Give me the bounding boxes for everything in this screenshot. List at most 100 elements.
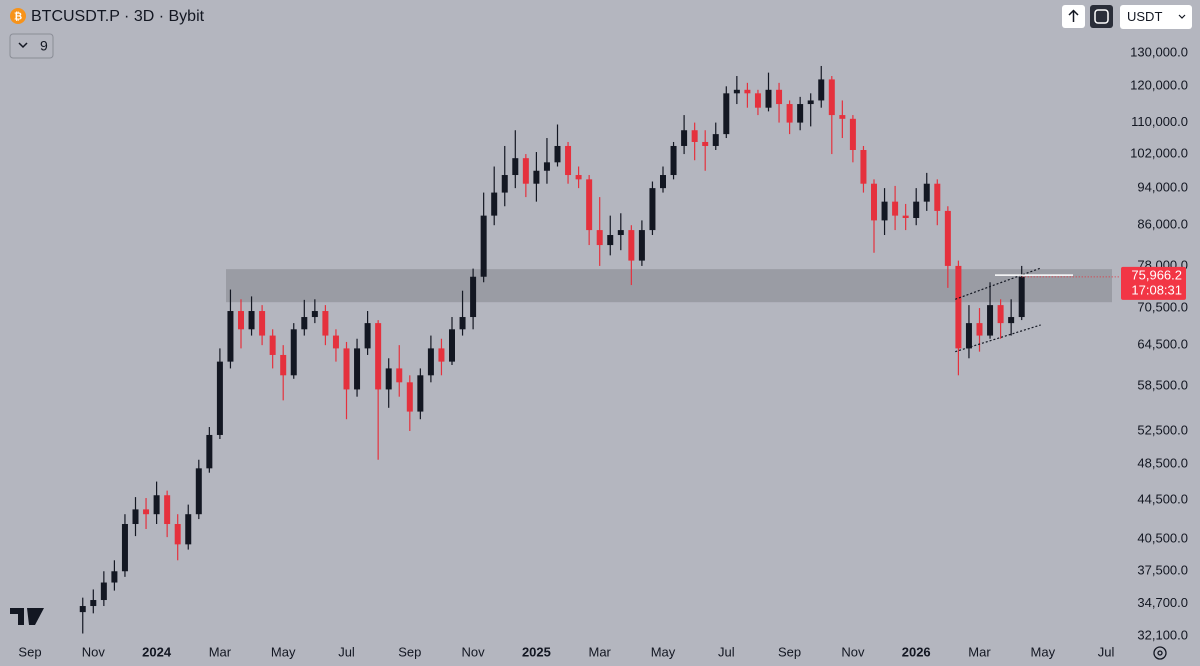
candle-body (132, 509, 139, 525)
candle-body (206, 434, 213, 469)
candle-body (111, 571, 118, 583)
last-price-tag (1121, 266, 1186, 300)
candle-body (997, 305, 1004, 324)
candle-body (301, 317, 308, 330)
settings-icon[interactable] (1153, 646, 1167, 660)
candle-body (322, 311, 329, 336)
y-tick-label: 44,500.0 (1137, 491, 1188, 506)
candle-body (575, 175, 582, 180)
candle-body (543, 162, 550, 171)
candle-body (744, 89, 751, 94)
y-tick-label: 58,500.0 (1137, 377, 1188, 392)
x-tick-label: Nov (462, 644, 486, 659)
x-tick-label: Sep (778, 644, 801, 659)
candle-body (385, 368, 392, 390)
x-tick-label: 2024 (142, 644, 172, 659)
candle-body (354, 348, 361, 390)
candle-body (786, 104, 793, 123)
scale-icon (1094, 9, 1109, 24)
candle-body (565, 145, 572, 176)
candle-body (343, 348, 350, 390)
candle-body (259, 311, 266, 336)
y-tick-label: 102,000.0 (1130, 146, 1188, 161)
y-tick-label: 64,500.0 (1137, 337, 1188, 352)
y-tick-label: 120,000.0 (1130, 78, 1188, 93)
candle-body (216, 361, 223, 435)
candle-body (944, 210, 951, 266)
candle-body (702, 141, 709, 146)
candle-body (90, 600, 97, 607)
candle-body (501, 175, 508, 193)
candle-body (776, 89, 783, 105)
y-tick-label: 130,000.0 (1130, 44, 1188, 59)
x-tick-label: Sep (398, 644, 421, 659)
candle-body (934, 183, 941, 211)
candle-body (849, 118, 856, 151)
candle-body (406, 382, 413, 412)
candle-body (881, 201, 888, 221)
candle-body (902, 215, 909, 218)
candle-body (712, 134, 719, 146)
candle-body (121, 524, 128, 572)
candle-body (965, 323, 972, 349)
channel-line (955, 324, 1041, 353)
currency-select[interactable] (1120, 5, 1192, 29)
candle-body (628, 230, 635, 261)
candle-body (491, 192, 498, 216)
candle-body (670, 145, 677, 176)
candle-body (818, 79, 825, 101)
candle-body (892, 201, 899, 216)
candle-body (765, 89, 772, 108)
zone (226, 269, 1112, 303)
channel-line (955, 267, 1041, 300)
candle-body (238, 311, 244, 330)
candle-body (976, 323, 983, 336)
candle-body (691, 130, 698, 142)
candle-body (269, 335, 276, 355)
candle-body (955, 265, 962, 349)
candle-body (280, 354, 287, 376)
candle-body (586, 179, 593, 231)
y-tick-label: 48,500.0 (1137, 455, 1188, 470)
candle-body (1018, 276, 1025, 318)
x-tick-label: Jul (718, 644, 735, 659)
candle-body (1008, 317, 1015, 324)
candle-body (143, 509, 150, 515)
candle-body (470, 276, 477, 318)
candle-body (660, 175, 666, 189)
dropdown-icon (1178, 14, 1186, 19)
candle-body (828, 79, 835, 116)
symbol-title: BTCUSDT.P · 3D · Bybit (31, 8, 205, 25)
x-tick-label: Nov (841, 644, 865, 659)
x-tick-label: May (1031, 644, 1056, 659)
y-tick-label: 52,500.0 (1137, 422, 1188, 437)
x-tick-label: Jul (1098, 644, 1115, 659)
candle-body (554, 145, 561, 163)
last-price-label: 75,966.2 (1131, 267, 1182, 282)
candle-body (79, 606, 86, 613)
candle-body (733, 89, 740, 94)
x-tick-label: 2025 (522, 644, 551, 659)
y-tick-label: 110,000.0 (1131, 114, 1188, 129)
scale-button[interactable] (1090, 5, 1113, 28)
candle-body (987, 305, 994, 336)
candle-body (649, 188, 656, 231)
y-tick-label: 34,700.0 (1137, 595, 1188, 610)
candle-body (596, 230, 603, 246)
y-tick-label: 94,000.0 (1137, 180, 1188, 195)
indicator-count: 9 (40, 38, 48, 54)
candle-body (681, 130, 688, 146)
candle-body (754, 93, 761, 108)
candle-body (522, 158, 529, 184)
candle-body (332, 335, 339, 349)
candle-body (153, 495, 160, 515)
tv-logo (10, 608, 44, 625)
candle-body (797, 104, 804, 123)
x-tick-label: Mar (209, 644, 232, 659)
indicator-toggle[interactable] (9, 33, 54, 59)
chevron-icon (18, 42, 28, 49)
candle-body (290, 329, 297, 376)
candle-body (723, 93, 730, 135)
candle-body (364, 323, 371, 349)
